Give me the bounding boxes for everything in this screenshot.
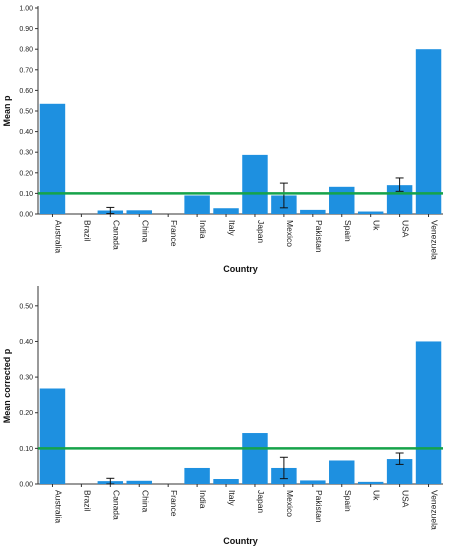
y-tick-label: 0.40 xyxy=(19,129,33,136)
y-tick-label: 0.30 xyxy=(19,150,33,157)
x-tick-label-france: France xyxy=(169,220,179,247)
bar-china xyxy=(126,210,152,214)
x-tick-label-japan: Japan xyxy=(256,490,266,513)
bar-venezuela xyxy=(415,49,442,215)
bar-uk xyxy=(357,211,384,214)
y-tick-label: 0.80 xyxy=(19,47,33,54)
bar-china xyxy=(126,480,152,484)
x-tick-label-venezuela: Venezuela xyxy=(430,220,440,260)
x-tick-label-mexico: Mexico xyxy=(285,490,295,517)
x-tick-label-italy: Italy xyxy=(227,220,237,236)
x-tick-label-france: France xyxy=(169,490,179,517)
x-tick-label-canada: Canada xyxy=(111,490,121,520)
x-tick-label-pakistan: Pakistan xyxy=(314,490,324,523)
bar-venezuela xyxy=(415,341,442,484)
x-tick-label-venezuela: Venezuela xyxy=(430,490,440,530)
x-tick-label-mexico: Mexico xyxy=(285,220,295,247)
y-tick-label: 0.60 xyxy=(19,88,33,95)
bar-italy xyxy=(213,208,239,214)
y-tick-label: 0.50 xyxy=(19,303,33,310)
y-axis-title: Mean p xyxy=(2,95,12,127)
x-tick-label-canada: Canada xyxy=(111,220,121,250)
bar-spain xyxy=(329,186,355,214)
bar-pakistan xyxy=(300,480,326,484)
x-tick-label-australia: Australia xyxy=(53,490,63,523)
y-tick-label: 0.10 xyxy=(19,446,33,453)
bar-pakistan xyxy=(300,209,326,214)
x-tick-label-china: China xyxy=(140,220,150,242)
y-tick-label: 0.10 xyxy=(19,191,33,198)
x-tick-label-japan: Japan xyxy=(256,220,266,243)
y-tick-label: 0.20 xyxy=(19,170,33,177)
x-tick-label-pakistan: Pakistan xyxy=(314,220,324,253)
bar-japan xyxy=(242,433,268,484)
x-tick-label-india: India xyxy=(198,490,208,509)
x-tick-label-uk: Uk xyxy=(372,490,382,501)
x-tick-label-brazil: Brazil xyxy=(82,220,92,241)
y-tick-label: 0.30 xyxy=(19,375,33,382)
chart-mean-p: 0.00 0.10 0.20 0.30 0.40 0.50 0.60 0.70 0.80 0.90… xyxy=(2,6,443,274)
y-tick-label: 0.20 xyxy=(19,410,33,417)
y-tick-label: 1.00 xyxy=(19,6,33,13)
bar-italy xyxy=(213,479,239,484)
y-tick-label: 0.40 xyxy=(19,339,33,346)
bar-australia xyxy=(39,103,66,214)
bar-japan xyxy=(242,154,268,214)
y-tick-label: 0.70 xyxy=(19,67,33,74)
x-tick-label-usa: USA xyxy=(401,490,411,508)
x-tick-label-usa: USA xyxy=(401,220,411,238)
bar-uk xyxy=(357,481,384,484)
x-tick-label-uk: Uk xyxy=(372,220,382,231)
y-tick-label: 0.50 xyxy=(19,109,33,116)
y-tick-label: 0.90 xyxy=(19,26,33,33)
bar-india xyxy=(184,467,210,484)
y-tick-label: 0.00 xyxy=(19,212,33,219)
chart-mean-corrected-p: 0.00 0.10 0.20 0.30 0.40 0.50 Australia Brazil C… xyxy=(2,286,443,546)
x-tick-label-china: China xyxy=(140,490,150,512)
bar-spain xyxy=(329,460,355,484)
x-tick-label-italy: Italy xyxy=(227,490,237,506)
x-tick-label-australia: Australia xyxy=(53,220,63,253)
bar-india xyxy=(184,195,210,214)
x-axis-title: Country xyxy=(223,536,258,546)
x-tick-label-india: India xyxy=(198,220,208,239)
bar-australia xyxy=(39,388,66,484)
x-axis-title: Country xyxy=(223,264,258,274)
x-tick-label-brazil: Brazil xyxy=(82,490,92,511)
x-tick-label-spain: Spain xyxy=(343,220,353,242)
y-tick-label: 0.00 xyxy=(19,482,33,489)
y-axis-title: Mean corrected p xyxy=(2,348,12,423)
x-tick-label-spain: Spain xyxy=(343,490,353,512)
